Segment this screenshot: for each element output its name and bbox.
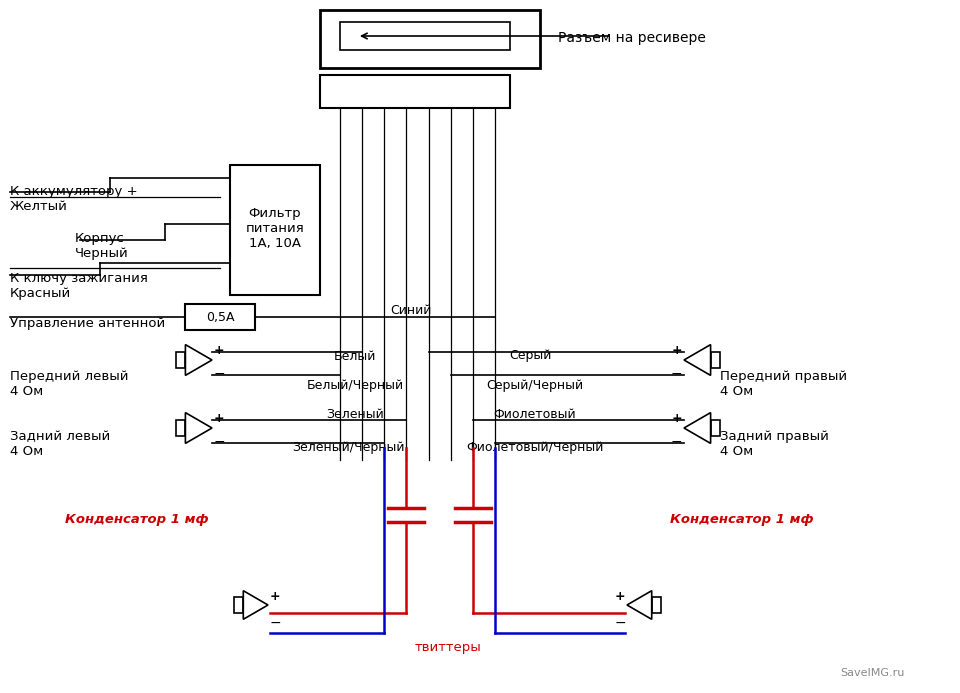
Polygon shape — [627, 590, 652, 620]
Polygon shape — [684, 344, 710, 376]
Bar — [340, 22, 510, 50]
Polygon shape — [185, 344, 212, 376]
Text: Передний правый
4 Ом: Передний правый 4 Ом — [720, 370, 847, 398]
Text: Корпус
Черный: Корпус Черный — [75, 232, 129, 260]
Text: Фиолетовый: Фиолетовый — [493, 408, 576, 421]
Bar — [710, 419, 720, 437]
Text: Синий: Синий — [390, 304, 431, 317]
Text: +: + — [213, 412, 224, 425]
Text: +: + — [270, 590, 280, 604]
Text: Управление антенной: Управление антенной — [10, 317, 165, 330]
Text: −: − — [671, 435, 683, 449]
Bar — [176, 351, 185, 369]
Polygon shape — [684, 412, 710, 444]
Text: −: − — [213, 367, 225, 381]
Text: +: + — [213, 344, 224, 356]
Text: SaveIMG.ru: SaveIMG.ru — [840, 668, 904, 678]
Polygon shape — [243, 590, 268, 620]
Bar — [234, 597, 243, 613]
Bar — [176, 419, 185, 437]
Bar — [320, 75, 510, 108]
Text: Задний правый
4 Ом: Задний правый 4 Ом — [720, 430, 828, 458]
Text: Фиолетовый/Черный: Фиолетовый/Черный — [467, 441, 604, 455]
Text: Конденсатор 1 мф: Конденсатор 1 мф — [670, 514, 814, 527]
Text: Задний левый
4 Ом: Задний левый 4 Ом — [10, 430, 110, 458]
Text: +: + — [672, 344, 683, 356]
Text: Белый: Белый — [334, 349, 376, 362]
Text: Зеленый: Зеленый — [326, 408, 384, 421]
Text: Разъем на ресивере: Разъем на ресивере — [558, 31, 706, 45]
Text: −: − — [671, 367, 683, 381]
Bar — [320, 10, 540, 68]
Bar — [710, 351, 720, 369]
Text: −: − — [614, 616, 626, 630]
Text: Фильтр
питания
1А, 10А: Фильтр питания 1А, 10А — [246, 207, 304, 249]
Text: К ключу зажигания
Красный: К ключу зажигания Красный — [10, 272, 148, 300]
Text: +: + — [672, 412, 683, 425]
Bar — [230, 165, 320, 295]
Text: Конденсатор 1 мф: Конденсатор 1 мф — [65, 514, 208, 527]
Text: Серый: Серый — [509, 349, 551, 362]
Text: Белый/Черный: Белый/Черный — [306, 378, 403, 392]
Text: К аккумулятору +
Желтый: К аккумулятору + Желтый — [10, 185, 137, 213]
Text: Передний левый
4 Ом: Передний левый 4 Ом — [10, 370, 129, 398]
Text: Зеленый/Черный: Зеленый/Черный — [292, 441, 404, 455]
Text: твиттеры: твиттеры — [415, 642, 481, 654]
Text: −: − — [213, 435, 225, 449]
Polygon shape — [185, 412, 212, 444]
Bar — [652, 597, 660, 613]
Text: −: − — [270, 616, 281, 630]
Text: Серый/Черный: Серый/Черный — [487, 378, 584, 392]
Text: +: + — [615, 590, 626, 604]
Bar — [185, 304, 255, 330]
Text: 0,5А: 0,5А — [205, 310, 234, 324]
